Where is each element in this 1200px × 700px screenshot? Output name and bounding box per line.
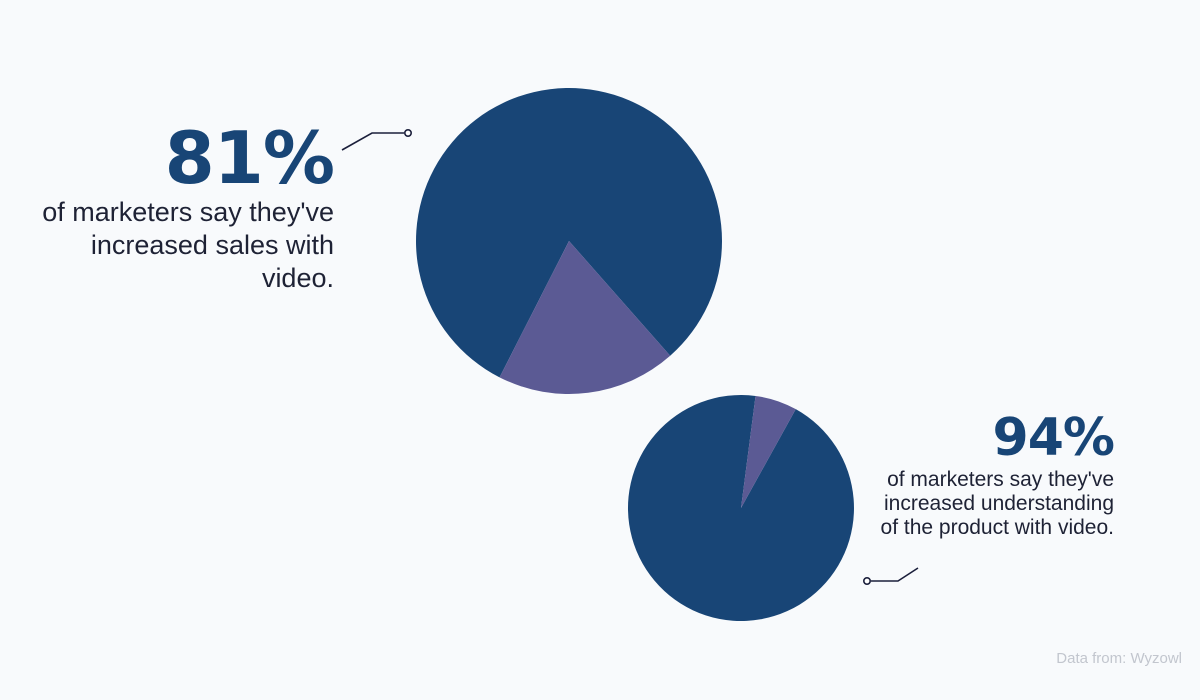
pie-chart-understanding — [627, 394, 854, 621]
source-note: Data from: Wyzowl — [1056, 650, 1182, 667]
stat-sales-value: 81% — [164, 116, 335, 200]
pie-slice-sales-other — [499, 241, 671, 394]
pie-slice-understanding-main — [627, 394, 854, 621]
pie-chart-sales — [416, 87, 723, 394]
stat-sales: 81% of marketers say they've increased s… — [14, 116, 335, 295]
callout-line-sales — [341, 129, 412, 151]
stat-understanding: 94% of marketers say they've increased u… — [874, 408, 1115, 540]
pie-slice-understanding-other — [741, 395, 796, 508]
stat-sales-caption: of marketers say they've increased sales… — [42, 197, 334, 293]
stat-understanding-value: 94% — [992, 408, 1115, 468]
callout-line-understanding — [862, 567, 919, 585]
pie-slice-sales-main — [416, 87, 723, 378]
stat-understanding-caption: of marketers say they've increased under… — [880, 468, 1114, 539]
